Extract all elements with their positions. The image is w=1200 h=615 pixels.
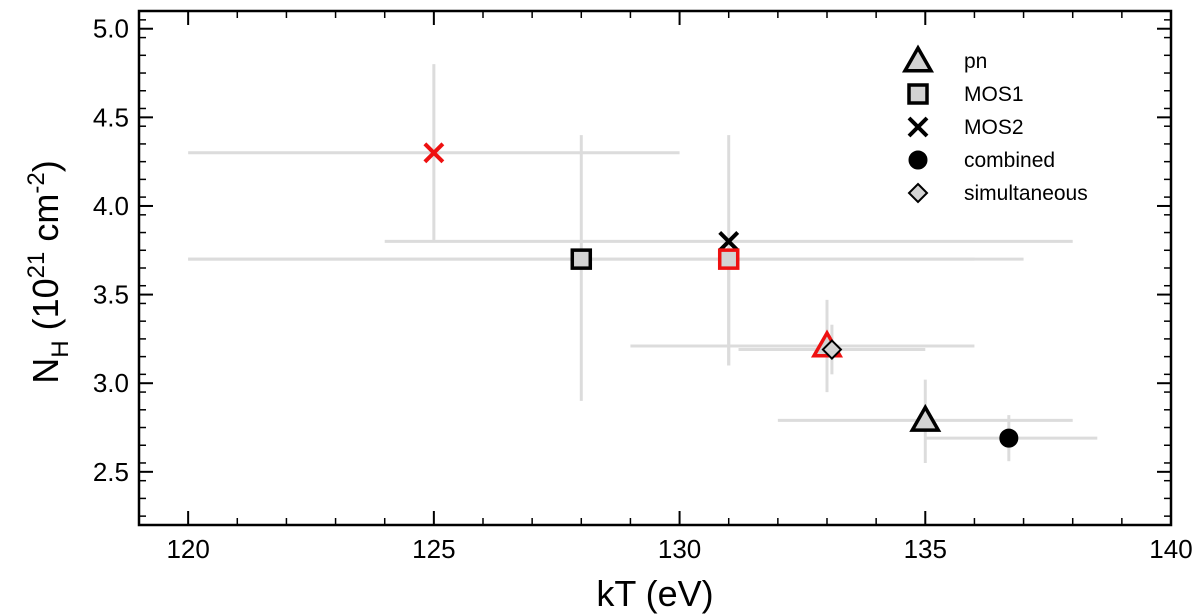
legend-marker-cross-stroke bbox=[907, 116, 929, 138]
plot-frame bbox=[137, 9, 1173, 527]
data-point-mos1-red bbox=[717, 248, 740, 270]
y-tick-label: 4.5 bbox=[93, 102, 129, 132]
legend-item-combined: combined bbox=[908, 149, 1055, 172]
y-axis-title-unit: cm bbox=[25, 194, 66, 252]
tick-labels: 120 125 130 135 140 2.5 3.0 3.5 4.0 4.5 5.0 bbox=[93, 14, 1193, 564]
legend-item-mos2: MOS2 bbox=[907, 116, 1024, 139]
error-bars bbox=[188, 64, 1098, 463]
y-axis-title-close: ) bbox=[25, 160, 66, 172]
legend-label: simultaneous bbox=[964, 182, 1088, 205]
legend-label: MOS1 bbox=[964, 83, 1024, 106]
x-tick-label: 125 bbox=[412, 534, 455, 564]
y-axis-title-open: (10 bbox=[25, 278, 66, 340]
legend-marker-diamond bbox=[907, 182, 929, 204]
y-axis-title-unit-exponent: -2 bbox=[23, 172, 50, 193]
x-tick-label: 135 bbox=[904, 534, 947, 564]
x-tick-label: 140 bbox=[1149, 534, 1192, 564]
data-point-mos1-black bbox=[570, 248, 593, 270]
data-point-simultaneous-black bbox=[821, 339, 843, 360]
legend-marker-square bbox=[907, 83, 929, 105]
legend: pn MOS1 MOS2 combined simultaneous bbox=[901, 44, 1088, 205]
y-axis-title-symbol: N bbox=[25, 358, 66, 384]
data-point-mos2-red bbox=[423, 142, 445, 164]
legend-item-simultaneous: simultaneous bbox=[907, 182, 1088, 205]
data-point-pn-black bbox=[909, 403, 942, 432]
y-tick-label: 3.5 bbox=[93, 280, 129, 310]
data-point-mos2-black-stroke bbox=[718, 230, 740, 252]
legend-label: pn bbox=[964, 50, 987, 73]
y-axis-title-subscript: H bbox=[47, 340, 74, 357]
legend-label: combined bbox=[964, 149, 1055, 172]
y-tick-label: 2.5 bbox=[93, 457, 129, 487]
data-markers bbox=[423, 142, 1019, 448]
data-point-combined-black bbox=[999, 428, 1019, 448]
y-axis-title: NH (1021 cm-2) bbox=[23, 160, 74, 383]
y-tick-label: 3.0 bbox=[93, 368, 129, 398]
data-point-mos2-black bbox=[718, 230, 740, 252]
legend-item-mos1: MOS1 bbox=[907, 83, 1024, 106]
legend-item-pn: pn bbox=[901, 44, 987, 73]
data-point-mos2-red-stroke bbox=[423, 142, 445, 164]
y-tick-label: 4.0 bbox=[93, 191, 129, 221]
x-tick-label: 120 bbox=[166, 534, 209, 564]
legend-label: MOS2 bbox=[964, 116, 1024, 139]
x-axis-title: kT (eV) bbox=[596, 573, 713, 614]
y-tick-label: 5.0 bbox=[93, 14, 129, 44]
legend-marker-triangle bbox=[901, 44, 935, 73]
x-tick-label: 130 bbox=[658, 534, 701, 564]
y-axis-title-exponent: 21 bbox=[23, 252, 50, 279]
legend-marker-circle bbox=[908, 150, 928, 170]
svg-text:NH (1021 cm-2): NH (1021 cm-2) bbox=[23, 160, 74, 383]
legend-marker-cross bbox=[907, 116, 929, 138]
